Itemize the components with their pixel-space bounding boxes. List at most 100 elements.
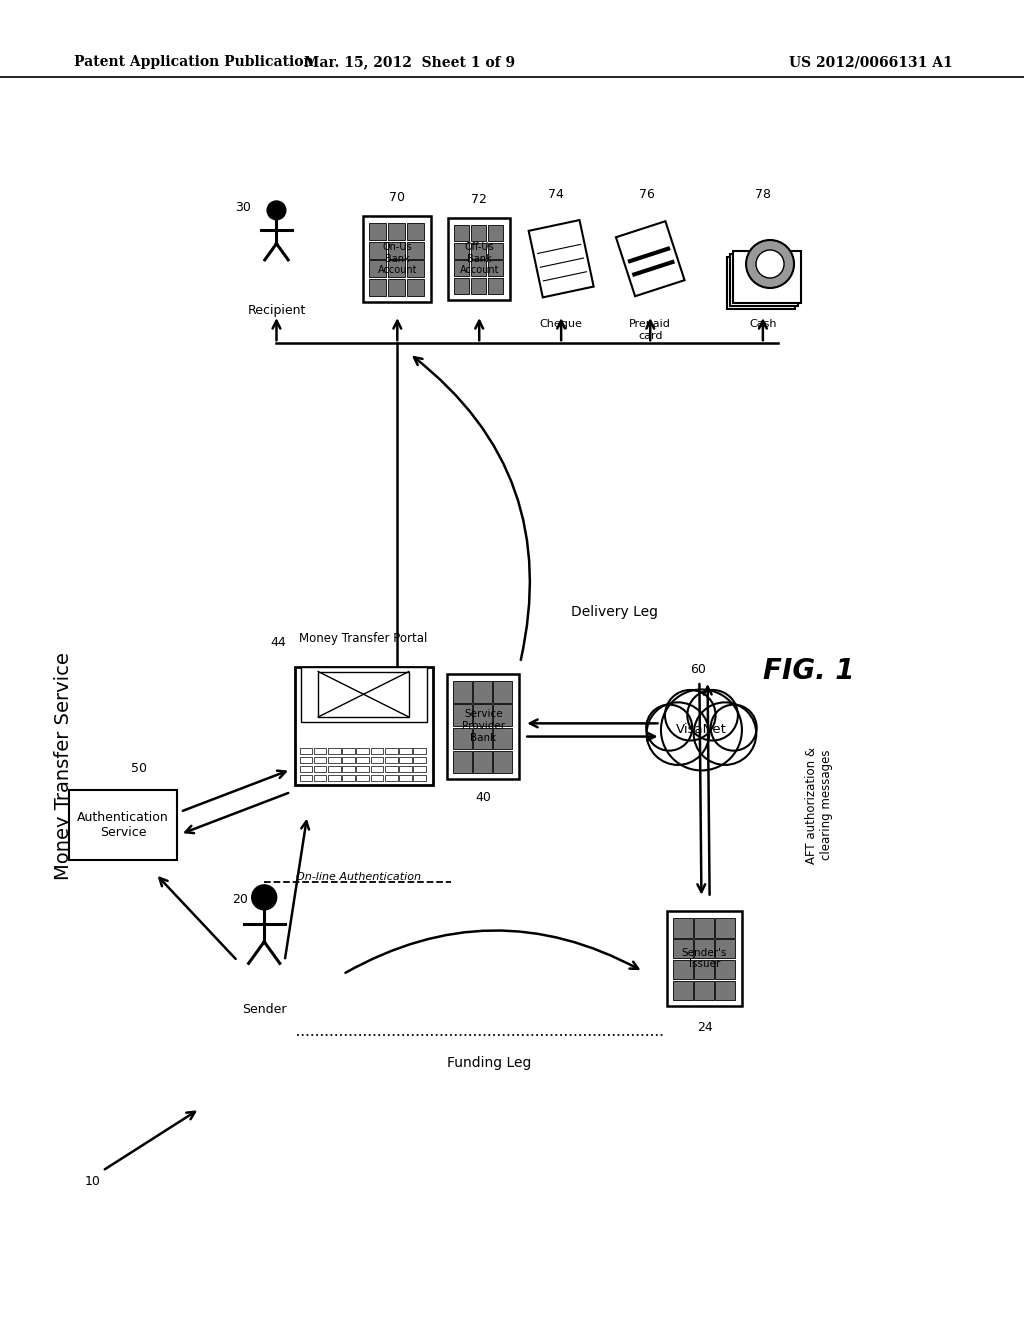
FancyBboxPatch shape [733, 251, 801, 302]
FancyBboxPatch shape [694, 981, 714, 999]
FancyBboxPatch shape [371, 766, 383, 772]
Text: Recipient: Recipient [247, 304, 306, 317]
Text: Patent Application Publication: Patent Application Publication [74, 55, 313, 69]
FancyBboxPatch shape [328, 756, 341, 763]
FancyBboxPatch shape [407, 260, 424, 277]
FancyBboxPatch shape [356, 747, 369, 754]
FancyBboxPatch shape [385, 775, 397, 781]
FancyBboxPatch shape [715, 939, 734, 958]
FancyBboxPatch shape [715, 960, 734, 979]
Circle shape [665, 690, 716, 741]
FancyBboxPatch shape [371, 747, 383, 754]
Text: 20: 20 [231, 892, 248, 906]
Text: 40: 40 [475, 791, 492, 804]
FancyBboxPatch shape [694, 939, 714, 958]
FancyBboxPatch shape [473, 751, 492, 772]
FancyBboxPatch shape [494, 705, 512, 726]
FancyBboxPatch shape [364, 215, 431, 302]
Text: 44: 44 [270, 636, 287, 649]
Text: 70: 70 [389, 190, 406, 203]
FancyBboxPatch shape [69, 789, 177, 861]
Circle shape [646, 702, 710, 764]
Circle shape [267, 201, 286, 219]
FancyBboxPatch shape [487, 260, 503, 276]
FancyBboxPatch shape [342, 756, 355, 763]
FancyBboxPatch shape [715, 919, 734, 937]
FancyBboxPatch shape [388, 260, 406, 277]
Circle shape [687, 690, 738, 741]
Circle shape [746, 240, 794, 288]
FancyBboxPatch shape [388, 223, 406, 240]
Text: 78: 78 [755, 187, 771, 201]
Text: US 2012/0066131 A1: US 2012/0066131 A1 [788, 55, 952, 69]
Circle shape [660, 689, 742, 771]
FancyBboxPatch shape [371, 756, 383, 763]
FancyBboxPatch shape [299, 756, 312, 763]
Text: On-line Authentication: On-line Authentication [296, 871, 421, 882]
FancyBboxPatch shape [447, 673, 519, 779]
FancyBboxPatch shape [385, 747, 397, 754]
FancyBboxPatch shape [694, 960, 714, 979]
Circle shape [711, 705, 757, 751]
Text: Mar. 15, 2012  Sheet 1 of 9: Mar. 15, 2012 Sheet 1 of 9 [304, 55, 515, 69]
FancyBboxPatch shape [299, 766, 312, 772]
FancyBboxPatch shape [455, 226, 469, 242]
FancyBboxPatch shape [399, 756, 412, 763]
Text: Cheque: Cheque [540, 319, 583, 330]
Text: Prepaid
card: Prepaid card [630, 319, 671, 341]
FancyBboxPatch shape [487, 243, 503, 259]
FancyBboxPatch shape [313, 756, 327, 763]
FancyBboxPatch shape [399, 766, 412, 772]
FancyBboxPatch shape [487, 277, 503, 294]
FancyBboxPatch shape [414, 766, 426, 772]
FancyBboxPatch shape [370, 260, 386, 277]
Text: 76: 76 [639, 187, 655, 201]
FancyBboxPatch shape [487, 226, 503, 242]
FancyBboxPatch shape [473, 727, 492, 750]
FancyBboxPatch shape [328, 775, 341, 781]
FancyBboxPatch shape [730, 253, 798, 306]
Text: Authentication
Service: Authentication Service [77, 810, 169, 840]
FancyBboxPatch shape [356, 775, 369, 781]
Circle shape [252, 884, 276, 909]
Text: 72: 72 [471, 193, 487, 206]
FancyBboxPatch shape [673, 919, 692, 937]
Text: VisaNet: VisaNet [676, 723, 727, 737]
Text: 60: 60 [690, 663, 707, 676]
FancyBboxPatch shape [399, 747, 412, 754]
Text: 30: 30 [234, 201, 251, 214]
FancyBboxPatch shape [407, 279, 424, 296]
FancyBboxPatch shape [370, 223, 386, 240]
Circle shape [756, 249, 784, 279]
Text: On-Us
Bank
Account: On-Us Bank Account [378, 242, 417, 276]
FancyBboxPatch shape [356, 756, 369, 763]
FancyBboxPatch shape [454, 751, 472, 772]
Text: Money Transfer Portal: Money Transfer Portal [299, 632, 428, 645]
FancyBboxPatch shape [673, 960, 692, 979]
FancyBboxPatch shape [313, 775, 327, 781]
FancyBboxPatch shape [342, 747, 355, 754]
FancyBboxPatch shape [385, 766, 397, 772]
Text: Sender's
Issuer: Sender's Issuer [682, 948, 727, 969]
FancyBboxPatch shape [328, 766, 341, 772]
Text: 74: 74 [548, 187, 564, 201]
FancyBboxPatch shape [454, 727, 472, 750]
FancyBboxPatch shape [342, 775, 355, 781]
Circle shape [646, 705, 692, 751]
FancyBboxPatch shape [454, 681, 472, 702]
FancyBboxPatch shape [356, 766, 369, 772]
FancyBboxPatch shape [407, 242, 424, 259]
Polygon shape [528, 220, 594, 297]
FancyBboxPatch shape [494, 727, 512, 750]
FancyBboxPatch shape [715, 981, 734, 999]
FancyBboxPatch shape [407, 223, 424, 240]
FancyBboxPatch shape [471, 260, 486, 276]
FancyBboxPatch shape [494, 751, 512, 772]
FancyBboxPatch shape [299, 747, 312, 754]
FancyBboxPatch shape [494, 681, 512, 702]
FancyBboxPatch shape [473, 705, 492, 726]
FancyBboxPatch shape [342, 766, 355, 772]
FancyBboxPatch shape [385, 756, 397, 763]
FancyBboxPatch shape [313, 766, 327, 772]
Text: Cash: Cash [750, 319, 776, 330]
